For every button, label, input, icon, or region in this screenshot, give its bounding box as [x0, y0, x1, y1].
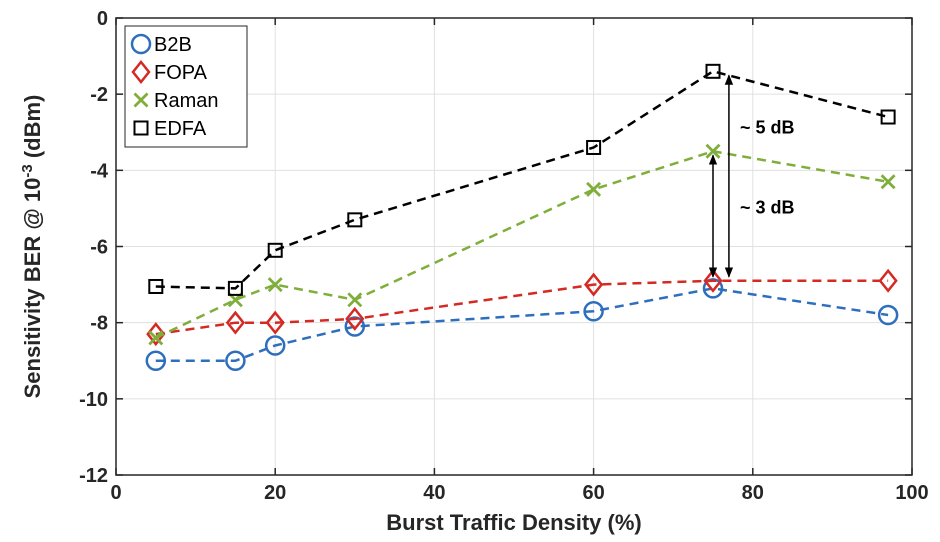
annotation-label-1: ~ 5 dB	[740, 117, 795, 137]
data-point-raman	[267, 277, 283, 293]
y-tick-label: -10	[79, 389, 108, 411]
series-raman	[148, 143, 896, 346]
series-layer	[145, 63, 899, 371]
legend-item-raman: Raman	[133, 90, 218, 112]
data-point-edfa	[880, 109, 896, 125]
data-point-b2b	[344, 316, 366, 337]
legend-box	[124, 25, 248, 148]
x-tick-label: 80	[742, 482, 764, 504]
x-tick-label: 100	[895, 482, 928, 504]
data-point-edfa	[347, 212, 363, 228]
legend-marker-b2b	[130, 33, 152, 55]
data-point-raman	[880, 174, 896, 190]
legend-label-b2b: B2B	[154, 34, 192, 56]
data-point-raman	[148, 330, 164, 346]
legend-item-b2b: B2B	[130, 33, 192, 56]
data-point-fopa	[345, 306, 365, 331]
y-axis-label-superscript: -3	[19, 164, 36, 177]
legend-item-fopa: FOPA	[131, 59, 208, 85]
annotations: ~ 5 dB ~ 3 dB	[708, 74, 795, 278]
y-tick-label: -2	[90, 84, 108, 106]
legend: B2B FOPA Raman EDFA	[124, 25, 248, 148]
data-point-b2b	[702, 278, 724, 299]
data-point-fopa	[225, 310, 246, 335]
data-point-edfa	[705, 63, 721, 79]
series-b2b	[145, 278, 899, 371]
data-point-edfa	[148, 278, 164, 294]
data-point-fopa	[878, 268, 898, 293]
y-axis-label-prefix: Sensitivity BER @ 10	[20, 178, 45, 399]
series-line-raman	[155, 150, 889, 340]
series-edfa	[148, 63, 896, 296]
data-point-raman	[586, 181, 602, 197]
x-tick-label: 0	[110, 482, 121, 504]
y-tick-label: -8	[90, 313, 108, 335]
legend-item-edfa: EDFA	[133, 118, 207, 140]
x-tick-label: 40	[423, 482, 445, 504]
data-point-edfa	[227, 280, 243, 296]
x-tick-label: 60	[582, 482, 604, 504]
y-tick-label: -12	[79, 465, 108, 487]
y-tick-label: -6	[90, 237, 108, 259]
legend-marker-edfa	[133, 120, 149, 136]
data-point-b2b	[583, 300, 604, 322]
y-axis-label-suffix: (dBm)	[20, 95, 45, 165]
series-fopa	[146, 268, 898, 347]
series-line-edfa	[155, 69, 889, 290]
data-point-b2b	[145, 350, 167, 371]
data-point-b2b	[877, 304, 899, 326]
axis-ticks: 0 20 40 60 80 100 0 -2 -4 -6 -8 -10 -12	[79, 8, 929, 504]
legend-label-raman: Raman	[154, 90, 218, 112]
series-line-fopa	[155, 279, 889, 336]
data-point-raman	[705, 143, 721, 159]
legend-marker-fopa	[131, 59, 151, 85]
data-point-fopa	[583, 272, 604, 297]
data-point-b2b	[225, 350, 246, 371]
data-point-edfa	[586, 139, 602, 155]
data-point-b2b	[264, 335, 286, 356]
series-line-b2b	[155, 287, 889, 363]
y-axis-label: Sensitivity BER @ 10-3 (dBm)	[19, 95, 45, 399]
x-axis-label: Burst Traffic Density (%)	[386, 510, 642, 535]
annotation-label-2: ~ 3 dB	[740, 197, 795, 217]
legend-label-fopa: FOPA	[154, 62, 208, 84]
data-point-fopa	[703, 268, 723, 293]
y-tick-label: -4	[90, 160, 109, 182]
legend-marker-raman	[133, 92, 149, 108]
data-point-raman	[347, 292, 363, 308]
data-point-fopa	[265, 310, 285, 335]
legend-label-edfa: EDFA	[154, 118, 207, 140]
x-tick-label: 20	[264, 482, 286, 504]
y-tick-label: 0	[97, 8, 108, 30]
data-point-edfa	[267, 242, 283, 258]
